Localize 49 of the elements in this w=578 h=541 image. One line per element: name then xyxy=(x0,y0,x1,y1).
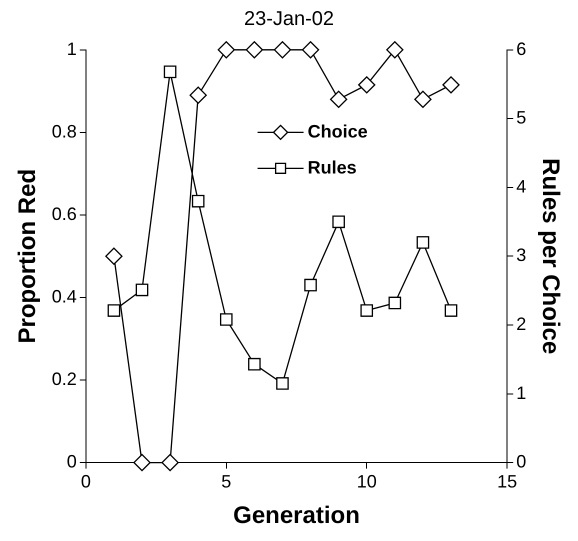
legend-label: Choice xyxy=(308,121,368,142)
y-tick-label: 1 xyxy=(66,38,77,59)
point xyxy=(164,66,176,78)
point xyxy=(190,86,207,104)
y2-tick-label: 6 xyxy=(516,38,526,59)
y2-tick-label: 5 xyxy=(516,108,526,128)
chart-title: 23-Jan-02 xyxy=(242,8,336,31)
point xyxy=(136,284,148,296)
point xyxy=(161,454,179,472)
point xyxy=(302,41,320,58)
y2-tick-label: 2 xyxy=(516,314,526,334)
point xyxy=(220,313,233,326)
y-tick-label: 0.8 xyxy=(52,121,77,142)
y-tick-label: 0.2 xyxy=(52,369,77,390)
point xyxy=(444,304,458,317)
point xyxy=(388,296,402,310)
y-tick-label: 0.4 xyxy=(52,286,77,306)
point xyxy=(414,90,432,108)
point xyxy=(248,358,261,371)
y2-tick-label: 4 xyxy=(516,176,526,196)
y-tick-label: 0.6 xyxy=(52,204,77,224)
legend-label: Rules xyxy=(308,157,357,178)
point xyxy=(442,76,460,94)
point xyxy=(218,41,235,58)
point xyxy=(105,248,123,265)
x-tick-label: 15 xyxy=(497,471,518,492)
point xyxy=(108,304,120,317)
x-tick-label: 10 xyxy=(356,471,377,492)
point xyxy=(358,76,376,94)
point xyxy=(416,236,430,249)
y2-tick-label: 3 xyxy=(516,245,526,266)
y-axis-title: Proportion Red xyxy=(14,168,42,344)
point xyxy=(133,454,151,472)
y2-axis-title: Rules per Choice xyxy=(536,158,564,354)
point xyxy=(192,194,204,208)
x-tick-label: 0 xyxy=(80,471,91,492)
point xyxy=(304,278,317,292)
y-tick-label: 0 xyxy=(66,452,77,472)
point xyxy=(276,377,289,390)
x-axis-title: Generation xyxy=(233,502,360,530)
point xyxy=(274,41,292,58)
x-tick-label: 5 xyxy=(221,471,232,492)
point xyxy=(332,215,345,228)
y2-tick-label: 0 xyxy=(516,452,526,472)
point xyxy=(386,41,404,58)
y2-tick-label: 1 xyxy=(516,382,526,403)
point xyxy=(360,304,374,317)
point xyxy=(330,90,348,108)
point xyxy=(246,41,264,58)
